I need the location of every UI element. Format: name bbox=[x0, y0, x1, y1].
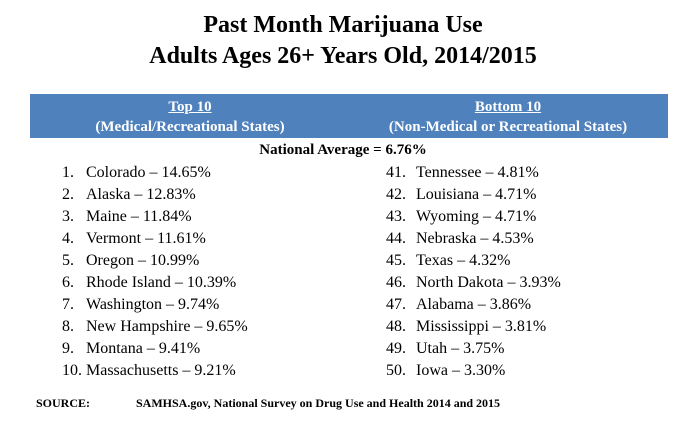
rank: 5. bbox=[62, 252, 74, 269]
list-item: 8. New Hampshire – 9.65% bbox=[62, 316, 248, 338]
list-item: 9. Montana – 9.41% bbox=[62, 338, 248, 360]
rank: 8. bbox=[62, 318, 74, 335]
list-item: 43. Wyoming – 4.71% bbox=[386, 206, 561, 228]
rank: 47. bbox=[386, 296, 406, 313]
rank: 46. bbox=[386, 274, 406, 291]
rank: 44. bbox=[386, 230, 406, 247]
state-value: Texas – 4.32% bbox=[416, 252, 511, 269]
national-average: National Average = 6.76% bbox=[259, 142, 427, 158]
state-value: Louisiana – 4.71% bbox=[416, 186, 537, 203]
state-value: Massachusetts – 9.21% bbox=[86, 362, 236, 379]
state-value: Oregon – 10.99% bbox=[86, 252, 200, 269]
rank: 42. bbox=[386, 186, 406, 203]
rank: 3. bbox=[62, 208, 74, 225]
bottom10-header: Bottom 10 (Non-Medical or Recreational S… bbox=[348, 94, 668, 138]
rank: 4. bbox=[62, 230, 74, 247]
source-text: SAMHSA.gov, National Survey on Drug Use … bbox=[136, 396, 501, 410]
state-value: Nebraska – 4.53% bbox=[416, 230, 534, 247]
rank: 43. bbox=[386, 208, 406, 225]
list-item: 50. Iowa – 3.30% bbox=[386, 360, 561, 382]
source-label: SOURCE: bbox=[36, 396, 91, 410]
state-value: Alabama – 3.86% bbox=[416, 296, 532, 313]
state-value: Washington – 9.74% bbox=[86, 296, 220, 313]
top10-header: Top 10 (Medical/Recreational States) bbox=[30, 94, 350, 138]
state-value: Utah – 3.75% bbox=[416, 340, 505, 357]
state-value: New Hampshire – 9.65% bbox=[86, 318, 248, 335]
list-item: 46. North Dakota – 3.93% bbox=[386, 272, 561, 294]
rank: 10. bbox=[62, 362, 82, 379]
list-item: 41. Tennessee – 4.81% bbox=[386, 162, 561, 184]
bottom10-header-title: Bottom 10 bbox=[474, 99, 542, 115]
rank: 7. bbox=[62, 296, 74, 313]
rank: 1. bbox=[62, 164, 74, 181]
list-item: 45. Texas – 4.32% bbox=[386, 250, 561, 272]
title-line-1: Past Month Marijuana Use bbox=[203, 12, 483, 38]
bottom10-list: 41. Tennessee – 4.81% 42. Louisiana – 4.71… bbox=[386, 162, 561, 382]
state-value: Tennessee – 4.81% bbox=[416, 164, 539, 181]
rank: 50. bbox=[386, 362, 406, 379]
list-item: 47. Alabama – 3.86% bbox=[386, 294, 561, 316]
list-item: 6. Rhode Island – 10.39% bbox=[62, 272, 248, 294]
rank: 41. bbox=[386, 164, 406, 181]
rank: 2. bbox=[62, 186, 74, 203]
list-item: 2. Alaska – 12.83% bbox=[62, 184, 248, 206]
list-item: 10. Massachusetts – 9.21% bbox=[62, 360, 248, 382]
rank: 9. bbox=[62, 340, 74, 357]
state-value: Alaska – 12.83% bbox=[86, 186, 196, 203]
list-item: 44. Nebraska – 4.53% bbox=[386, 228, 561, 250]
top10-list: 1. Colorado – 14.65% 2. Alaska – 12.83% 3.… bbox=[62, 162, 248, 382]
title-line-2: Adults Ages 26+ Years Old, 2014/2015 bbox=[149, 43, 537, 69]
list-item: 4. Vermont – 11.61% bbox=[62, 228, 248, 250]
list-item: 42. Louisiana – 4.71% bbox=[386, 184, 561, 206]
rank: 6. bbox=[62, 274, 74, 291]
state-value: Wyoming – 4.71% bbox=[416, 208, 537, 225]
list-item: 1. Colorado – 14.65% bbox=[62, 162, 248, 184]
list-item: 49. Utah – 3.75% bbox=[386, 338, 561, 360]
list-item: 7. Washington – 9.74% bbox=[62, 294, 248, 316]
top10-header-subtitle: (Medical/Recreational States) bbox=[95, 119, 285, 135]
list-item: 3. Maine – 11.84% bbox=[62, 206, 248, 228]
state-value: Montana – 9.41% bbox=[86, 340, 201, 357]
state-value: Iowa – 3.30% bbox=[416, 362, 506, 379]
list-item: 48. Mississippi – 3.81% bbox=[386, 316, 561, 338]
list-item: 5. Oregon – 10.99% bbox=[62, 250, 248, 272]
rank: 45. bbox=[386, 252, 406, 269]
state-value: Maine – 11.84% bbox=[86, 208, 192, 225]
state-value: Colorado – 14.65% bbox=[86, 164, 211, 181]
state-value: Vermont – 11.61% bbox=[86, 230, 206, 247]
state-value: Rhode Island – 10.39% bbox=[86, 274, 237, 291]
table-header-band: Top 10 (Medical/Recreational States) Bot… bbox=[30, 94, 668, 138]
bottom10-header-subtitle: (Non-Medical or Recreational States) bbox=[388, 119, 628, 135]
top10-header-title: Top 10 bbox=[168, 99, 212, 115]
rank: 49. bbox=[386, 340, 406, 357]
rank: 48. bbox=[386, 318, 406, 335]
state-value: North Dakota – 3.93% bbox=[416, 274, 561, 291]
state-value: Mississippi – 3.81% bbox=[416, 318, 547, 335]
